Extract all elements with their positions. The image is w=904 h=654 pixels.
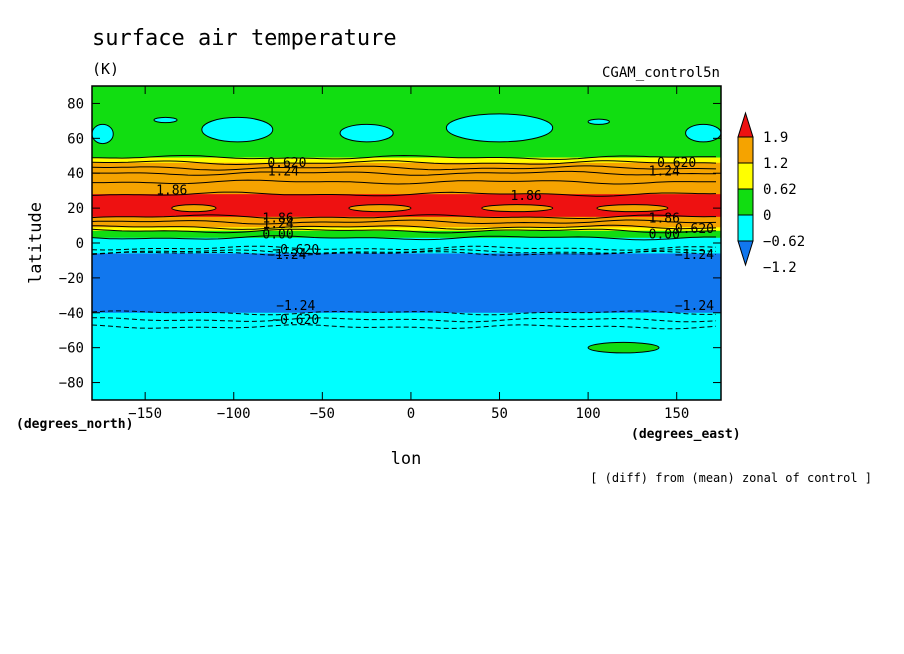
colorbar-label: −1.2 [763, 260, 797, 276]
colorbar-label: 0 [763, 208, 771, 224]
y-axis: 80 60 40 20 0 −20 −40 −60 −80 [59, 96, 721, 392]
x-tick-label: 100 [575, 406, 600, 422]
contour-label-4: 0.620 [657, 156, 696, 171]
y-tick-label: −20 [59, 271, 84, 287]
y-tick-label: 20 [67, 201, 84, 217]
colorbar-segment-1 [737, 136, 754, 164]
patch-4 [445, 113, 554, 143]
contour-label-2: 1.86 [156, 184, 187, 199]
contour-line-6 [92, 214, 716, 219]
contour-line-15 [92, 317, 717, 323]
contour-label-7: 1.86 [649, 212, 680, 227]
contour-label-3: 1.86 [510, 189, 541, 204]
footnote: [ (diff) from (mean) zonal of control ] [590, 471, 872, 485]
patch-11 [587, 341, 660, 354]
x-tick-label: −50 [310, 406, 335, 422]
contour-label-14: −1.24 [675, 248, 714, 263]
contour-lines [92, 154, 717, 330]
contour-line-13 [92, 250, 717, 256]
y-tick-label: 40 [67, 166, 84, 182]
y-axis-label: latitude [26, 202, 46, 284]
patch-9 [481, 204, 554, 213]
contour-label-12: −0.620 [272, 243, 319, 258]
colorbar-label: 0.62 [763, 182, 797, 198]
patch-7 [171, 204, 217, 213]
y-tick-label: −40 [59, 306, 84, 322]
x-tick-label: −100 [217, 406, 251, 422]
x-tick-label: −150 [128, 406, 162, 422]
colorbar-bottom-arrow [737, 240, 754, 267]
band-1 [92, 157, 721, 164]
dataset-label: CGAM_control5n [602, 65, 720, 81]
colorbar: 1.9 1.2 0.62 0 −0.62 −1.2 [737, 111, 805, 276]
x-tick-label: 0 [407, 406, 415, 422]
band-9 [92, 312, 721, 400]
band-5 [92, 227, 721, 232]
contour-label-11: 0.00 [649, 227, 680, 242]
contour-label-13: −1.24 [267, 248, 306, 263]
chart-title: surface air temperature [92, 26, 397, 51]
contour-line-2 [92, 165, 717, 171]
contour-line-1 [92, 160, 717, 166]
contour-label-0: 0.620 [267, 156, 306, 171]
chart-units: (K) [92, 60, 119, 78]
patch-10 [596, 204, 669, 213]
contour-line-0 [92, 154, 716, 160]
band-0 [92, 86, 721, 159]
patch-1 [153, 116, 178, 124]
colorbar-top-arrow [737, 111, 754, 138]
contour-label-5: 1.24 [649, 164, 680, 179]
colorbar-label: 1.9 [763, 130, 788, 146]
patch-8 [348, 204, 412, 213]
y-tick-label: −80 [59, 376, 84, 392]
band-4 [92, 216, 721, 228]
contour-label-17: −0.620 [272, 313, 319, 328]
contour-label-6: 1.86 [262, 212, 293, 227]
colorbar-segment-3 [737, 188, 754, 216]
contour-line-10 [92, 235, 716, 241]
patch-6 [685, 123, 721, 143]
contour-label-1: 1.24 [268, 164, 299, 179]
patch-3 [339, 123, 394, 143]
colorbar-label: −0.62 [763, 234, 805, 250]
patch-5 [587, 118, 610, 125]
band-7 [92, 237, 721, 254]
x-tick-label: 150 [664, 406, 689, 422]
x-axis: −150 −100 −50 0 50 100 150 [128, 86, 689, 422]
contour-line-12 [92, 249, 717, 255]
colorbar-label: 1.2 [763, 156, 788, 172]
patch-0 [92, 123, 114, 145]
band-6 [92, 230, 721, 239]
y-tick-label: −60 [59, 341, 84, 357]
colorbar-segment-4 [737, 214, 754, 242]
plot-area [92, 86, 721, 400]
contour-label-9: 0.620 [675, 222, 714, 237]
contour-line-16 [92, 324, 717, 330]
contour-line-5 [92, 191, 717, 197]
contour-label-15: −1.24 [276, 299, 315, 314]
y-tick-label: 0 [76, 236, 84, 252]
contour-label-16: −1.24 [675, 299, 714, 314]
y-tick-label: 80 [67, 96, 84, 112]
contour-line-14 [92, 310, 716, 316]
y-tick-label: 60 [67, 131, 84, 147]
contour-line-7 [92, 219, 717, 225]
contour-line-9 [92, 228, 717, 234]
y-unit-label: (degrees_north) [16, 417, 133, 432]
x-axis-label: lon [391, 449, 422, 469]
contour-label-8: 1.24 [262, 217, 293, 232]
contour-line-4 [92, 179, 716, 185]
colorbar-segment-2 [737, 162, 754, 190]
contour-line-3 [92, 170, 716, 176]
contour-label-10: 0.00 [262, 227, 293, 242]
band-8 [92, 253, 721, 314]
contour-line-8 [92, 224, 717, 230]
x-tick-label: 50 [491, 406, 508, 422]
contour-line-11 [92, 245, 717, 251]
x-unit-label: (degrees_east) [631, 427, 741, 442]
patch-2 [201, 116, 274, 143]
